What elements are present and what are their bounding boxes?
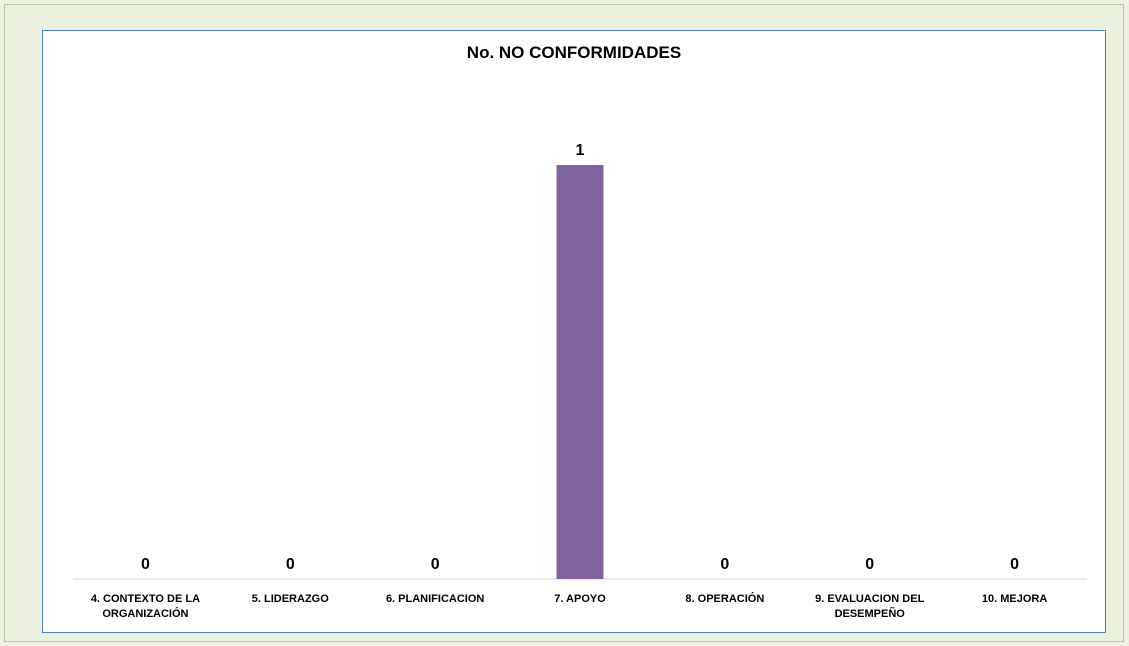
category-label-5: 8. OPERACIÓN xyxy=(685,592,764,605)
bar-4 xyxy=(556,165,604,579)
category-label-4: 7. APOYO xyxy=(554,593,606,605)
bars-group xyxy=(556,165,604,579)
category-label-6: 9. EVALUACION DEL DESEMPEÑO xyxy=(815,593,924,620)
category-label-2: 5. LIDERAZGO xyxy=(252,593,329,605)
data-labels-group: 0 0 0 1 0 0 0 xyxy=(141,142,1019,573)
data-label-6: 0 xyxy=(865,556,874,573)
data-label-5: 0 xyxy=(720,556,729,573)
category-label-7: 10. MEJORA xyxy=(982,593,1047,605)
data-label-3: 0 xyxy=(431,556,440,573)
data-label-2: 0 xyxy=(286,556,295,573)
category-labels-group: 4. CONTEXTO DE LA ORGANIZACIÓN 5. LIDERAZG… xyxy=(91,592,1047,620)
data-label-7: 0 xyxy=(1010,556,1019,573)
category-label-1: 4. CONTEXTO DE LA ORGANIZACIÓN xyxy=(91,593,200,620)
bar-chart: No. NO CONFORMIDADES 0 0 0 1 0 0 0 4. CONTEXTO… xyxy=(73,43,1087,620)
category-label-3: 6. PLANIFICACION xyxy=(386,593,484,605)
chart-title: No. NO CONFORMIDADES xyxy=(467,43,681,62)
data-label-1: 0 xyxy=(141,556,150,573)
chart-frame: No. NO CONFORMIDADES 0 0 0 1 0 0 0 4. CONTEXTO… xyxy=(4,4,1124,642)
data-label-4: 1 xyxy=(576,142,585,159)
chart-area: No. NO CONFORMIDADES 0 0 0 1 0 0 0 4. CONTEXTO… xyxy=(42,30,1106,633)
